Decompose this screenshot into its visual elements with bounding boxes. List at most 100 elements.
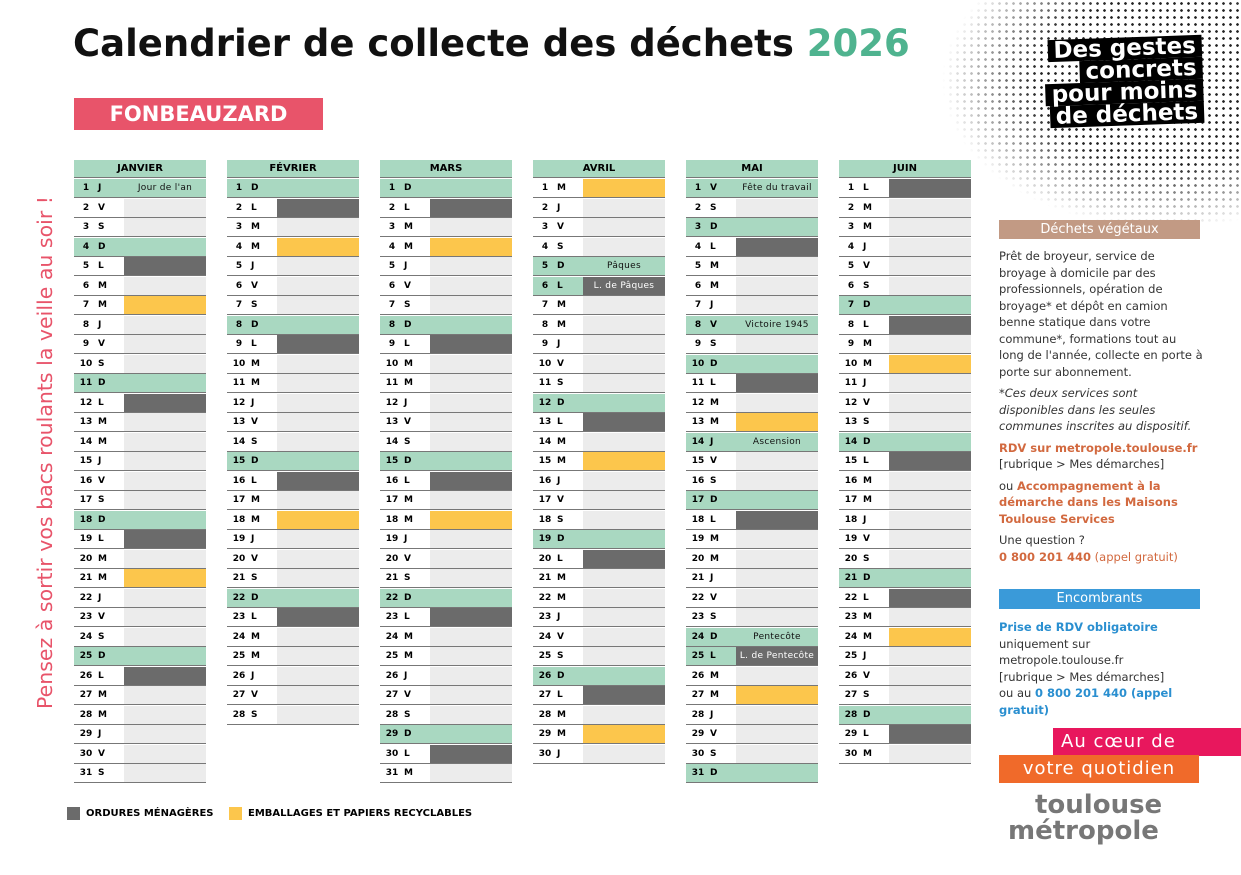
collection-cell	[124, 198, 206, 217]
day-row: 22 D	[227, 588, 359, 608]
day-number: 18	[538, 514, 552, 525]
day-number: 15	[538, 456, 552, 466]
phone: 0 800 201 440	[999, 549, 1092, 564]
day-number: 24	[538, 631, 552, 642]
legend-swatch	[67, 807, 80, 820]
collection-cell	[124, 257, 206, 275]
weekday: D	[863, 573, 871, 583]
collection-cell	[736, 725, 818, 743]
day-row: 29 V	[686, 725, 818, 744]
day-number: 19	[691, 534, 705, 544]
day-number: 28	[538, 709, 552, 720]
collection-cell	[889, 218, 971, 236]
weekday: L	[863, 456, 869, 466]
day-number: 18	[79, 514, 93, 525]
day-row: 14 S	[380, 432, 512, 452]
weekday: D	[710, 631, 718, 642]
collection-cell	[889, 588, 971, 607]
weekday: M	[251, 378, 260, 388]
weekday: J	[863, 378, 867, 388]
collection-cell	[583, 686, 665, 704]
weekday: V	[98, 612, 105, 622]
day-number: 8	[847, 319, 855, 330]
weekday: V	[404, 417, 411, 427]
day-number: 16	[385, 475, 399, 486]
collection-cell	[736, 237, 818, 256]
weekday: M	[557, 183, 566, 193]
day-row: 8 V Victoire 1945	[686, 315, 818, 335]
day-number: 23	[385, 612, 399, 622]
collection-cell	[124, 725, 206, 743]
day-row: 27 M	[686, 686, 818, 705]
weekday: D	[863, 709, 871, 720]
weekday: D	[404, 319, 412, 330]
day-row: 16 L	[227, 471, 359, 491]
day-number: 14	[385, 436, 399, 447]
day-row: 19 D	[533, 530, 665, 549]
weekday: L	[863, 729, 869, 739]
day-row: 22 V	[686, 588, 818, 608]
day-row: 24 D Pentecôte	[686, 627, 818, 647]
day-number: 26	[232, 670, 246, 681]
title: Calendrier de collecte des déchets 2026	[73, 22, 910, 65]
weekday: M	[710, 280, 719, 291]
day-number: 9	[847, 339, 855, 349]
day-number: 14	[232, 436, 246, 447]
weekday: M	[557, 573, 566, 583]
collection-cell	[430, 471, 512, 490]
weekday: J	[863, 241, 867, 252]
day-row: 14 M	[533, 432, 665, 452]
day-number: 11	[79, 378, 93, 388]
collection-cell	[736, 530, 818, 548]
day-row: 12 V	[839, 393, 971, 413]
day-number: 4	[847, 241, 855, 252]
collection-cell	[124, 452, 206, 470]
weekday: S	[98, 222, 105, 232]
collection-cell	[736, 686, 818, 704]
day-number: 19	[844, 534, 858, 544]
day-number: 24	[232, 631, 246, 642]
day-number: 25	[691, 651, 705, 661]
collection-cell	[889, 549, 971, 568]
weekday: J	[710, 573, 714, 583]
day-row: 12 J	[380, 393, 512, 413]
day-number: 27	[691, 690, 705, 700]
collection-cell	[889, 315, 971, 334]
weekday: V	[251, 417, 258, 427]
weekday: M	[863, 202, 872, 213]
day-number: 16	[79, 475, 93, 486]
collection-cell	[277, 218, 359, 236]
weekday: V	[557, 495, 564, 505]
day-number: 8	[388, 319, 396, 330]
day-number: 18	[844, 514, 858, 525]
day-number: 11	[538, 378, 552, 388]
tagline: Au cœur de	[1053, 728, 1241, 756]
weekday: J	[98, 729, 102, 739]
weekday: M	[404, 241, 413, 252]
collection-cell	[583, 725, 665, 743]
collection-cell	[736, 491, 818, 509]
day-row: 10 M	[839, 354, 971, 374]
weekday: M	[404, 222, 413, 232]
day-row: 17 S	[74, 491, 206, 510]
day-row: 15 V	[686, 452, 818, 471]
collection-cell	[124, 238, 206, 256]
day-number: 11	[385, 378, 399, 388]
collection-cell	[430, 296, 512, 314]
weekday: D	[557, 397, 565, 408]
day-number: 27	[538, 690, 552, 700]
collection-cell	[889, 471, 971, 490]
weekday: V	[863, 261, 870, 271]
collection-cell	[124, 315, 206, 334]
weekday: L	[863, 592, 869, 603]
collection-cell	[889, 413, 971, 431]
day-number: 13	[79, 417, 93, 427]
collection-cell	[430, 452, 512, 470]
collection-cell	[277, 491, 359, 509]
collection-cell	[277, 354, 359, 373]
day-number: 5	[235, 261, 243, 271]
